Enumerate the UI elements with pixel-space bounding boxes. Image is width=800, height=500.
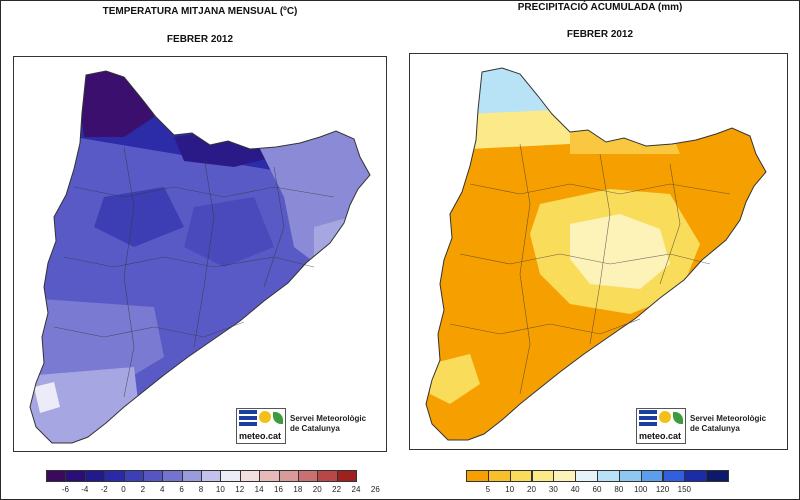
left-legend-swatch bbox=[142, 470, 164, 482]
left-legend-swatch bbox=[317, 470, 338, 482]
right-legend-swatch bbox=[597, 470, 620, 482]
meteocat-logo-icon: meteo.cat bbox=[636, 408, 686, 444]
left-legend-swatch bbox=[220, 470, 241, 482]
left-legend-swatch bbox=[104, 470, 125, 482]
left-legend-tick-label: 10 bbox=[215, 485, 225, 494]
right-legend-swatch bbox=[531, 470, 555, 482]
left-legend-swatch bbox=[46, 470, 67, 482]
left-legend-tick-label: -6 bbox=[61, 485, 69, 494]
right-legend-swatch bbox=[662, 470, 686, 482]
left-legend-swatch bbox=[84, 470, 106, 482]
left-legend-tick-label: -4 bbox=[81, 485, 89, 494]
left-legend-tick-label: 0 bbox=[121, 485, 126, 494]
right-legend-tick-label: 40 bbox=[570, 485, 580, 494]
right-legend-tick-label: 100 bbox=[633, 485, 648, 494]
left-legend: -6 -4 -2 0 2 4 6 8 10 12 14 16 18 20 22 24 26 bbox=[46, 470, 380, 498]
right-legend-tick-label: 20 bbox=[527, 485, 536, 494]
left-legend-tick-label: 18 bbox=[293, 485, 303, 494]
left-map-graphic bbox=[29, 70, 371, 444]
left-legend-swatch bbox=[181, 470, 202, 482]
left-legend-swatch bbox=[201, 470, 222, 482]
right-legend-swatch bbox=[466, 470, 489, 482]
left-legend-tick-label: 8 bbox=[198, 485, 204, 494]
left-legend-tick-label: -2 bbox=[100, 485, 108, 494]
right-legend-swatch bbox=[575, 470, 598, 482]
meteocat-logo-icon: meteo.cat bbox=[236, 408, 286, 444]
left-legend-swatch bbox=[162, 470, 183, 482]
right-legend-swatch bbox=[684, 470, 708, 482]
left-legend-swatch bbox=[297, 470, 319, 482]
right-legend-swatch bbox=[553, 470, 577, 482]
left-legend-swatch bbox=[278, 470, 299, 482]
left-legend-swatch bbox=[123, 470, 144, 482]
right-legend-swatch bbox=[509, 470, 533, 482]
logo-org-name: Servei Meteorològic de Catalunya bbox=[690, 414, 767, 433]
left-legend-tick-label: 4 bbox=[160, 485, 165, 494]
right-legend-swatch bbox=[640, 470, 664, 482]
left-legend-tick-label: 20 bbox=[312, 485, 322, 494]
right-logo: meteo.cat Servei Meteorològic de Cataluny… bbox=[636, 408, 786, 444]
logo-org-name: Servei Meteorològic de Catalunya bbox=[290, 414, 367, 433]
left-legend-tick-label: 2 bbox=[140, 485, 146, 494]
left-map-subtitle: FEBRER 2012 bbox=[166, 34, 234, 45]
left-legend-tick-label: 24 bbox=[351, 485, 361, 494]
left-legend-swatch bbox=[336, 470, 357, 482]
right-legend: 5 10 20 30 40 60 80 100 120 150 bbox=[466, 470, 729, 498]
right-legend-tick-label: 120 bbox=[655, 485, 670, 494]
left-legend-swatch bbox=[259, 470, 280, 482]
left-legend-swatch bbox=[65, 470, 86, 482]
right-legend-tick-label: 60 bbox=[592, 485, 602, 494]
left-legend-tick-label: 6 bbox=[179, 485, 184, 494]
left-legend-tick-label: 16 bbox=[274, 485, 283, 494]
right-legend-tick-label: 30 bbox=[548, 485, 558, 494]
right-legend-tick-label: 10 bbox=[505, 485, 515, 494]
right-legend-tick-label: 150 bbox=[677, 485, 692, 494]
left-map-panel bbox=[13, 56, 387, 452]
left-legend-swatch bbox=[239, 470, 261, 482]
right-legend-tick-label: 5 bbox=[485, 485, 491, 494]
left-map-title: TEMPERATURA MITJANA MENSUAL (ºC) bbox=[102, 6, 298, 17]
right-map-panel bbox=[409, 53, 788, 450]
right-map-subtitle: FEBRER 2012 bbox=[566, 29, 634, 40]
right-legend-swatch bbox=[618, 470, 642, 482]
left-logo: meteo.cat Servei Meteorològic de Cataluny… bbox=[236, 408, 376, 444]
right-map-graphic bbox=[425, 67, 767, 441]
right-legend-swatch bbox=[706, 470, 729, 482]
left-legend-tick-label: 14 bbox=[254, 485, 264, 494]
left-legend-tick-label: 22 bbox=[332, 485, 342, 494]
right-legend-tick-label: 80 bbox=[614, 485, 624, 494]
right-legend-swatch bbox=[487, 470, 511, 482]
right-map-title: PRECIPITACIÓ ACUMULADA (mm) bbox=[517, 2, 683, 13]
left-legend-tick-label: 12 bbox=[235, 485, 245, 494]
left-legend-tick-label: 26 bbox=[370, 485, 380, 494]
